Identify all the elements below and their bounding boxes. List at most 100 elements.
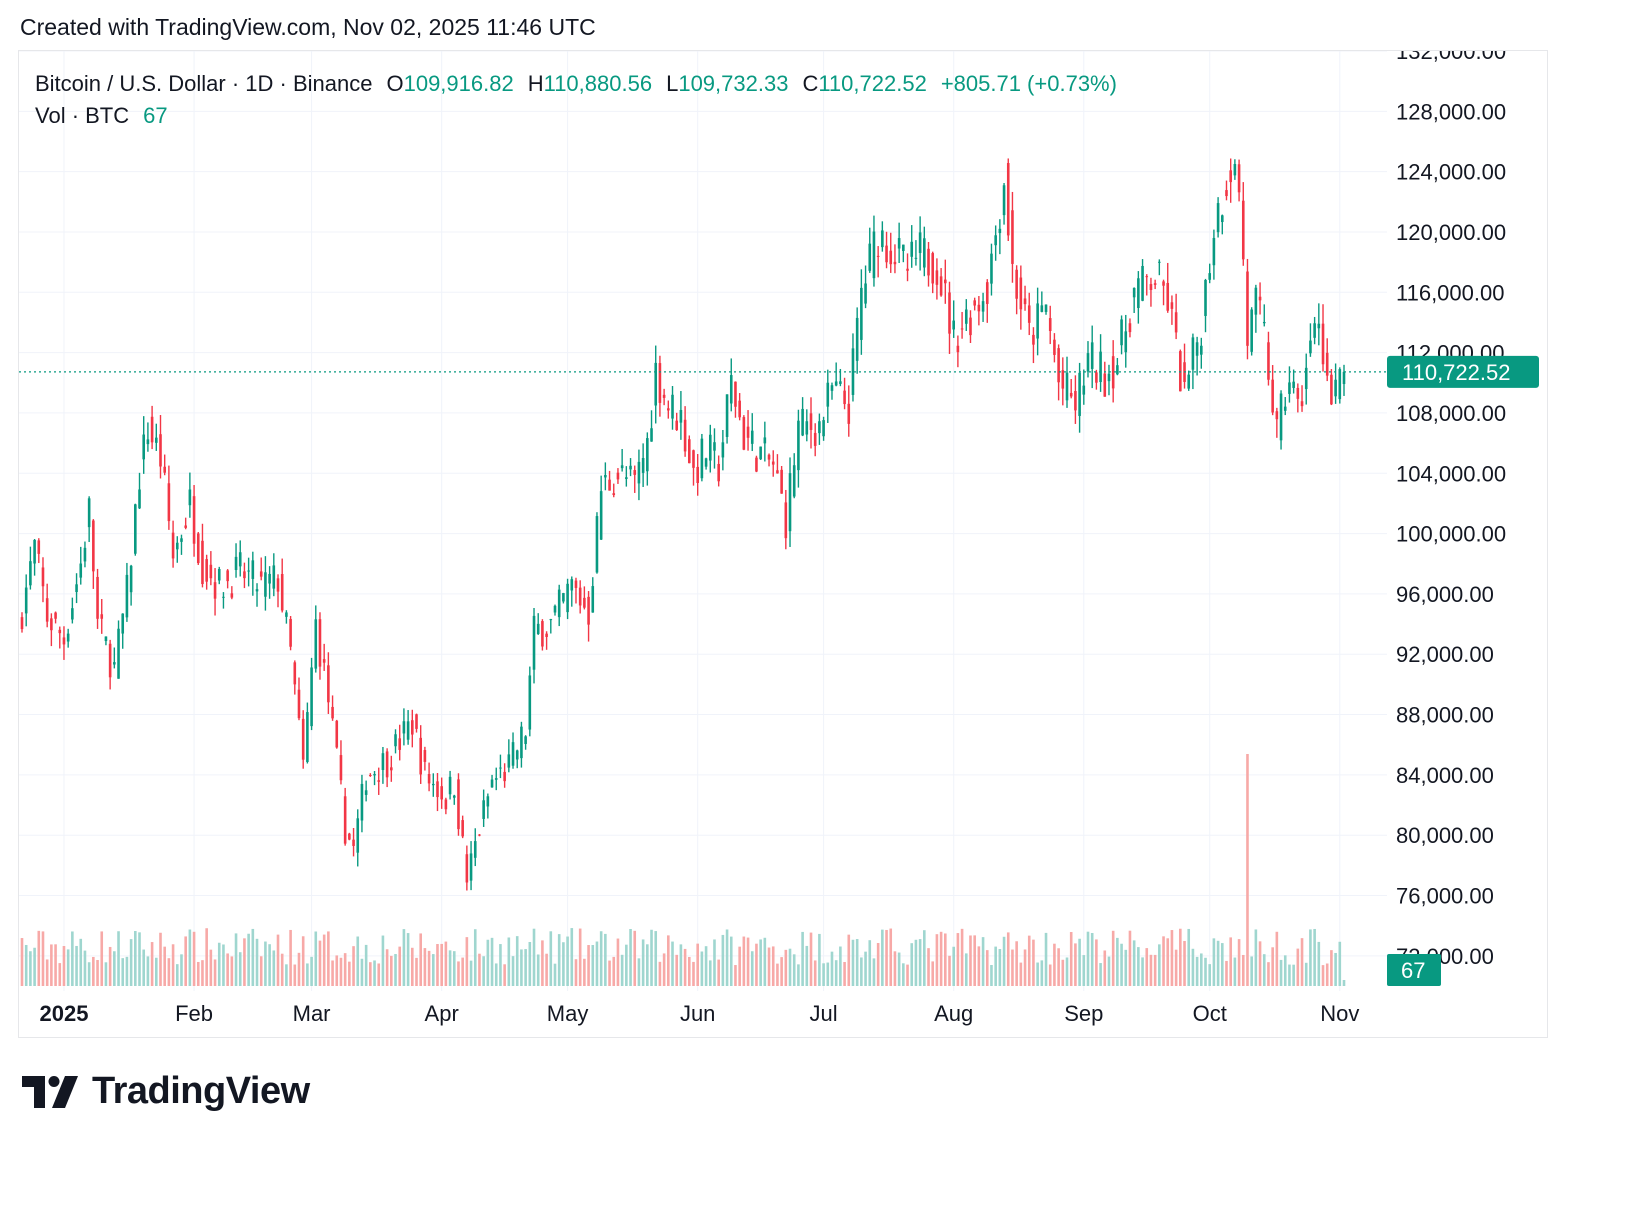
volume-bar — [847, 934, 851, 986]
candle-body — [1325, 352, 1329, 376]
volume-bar — [293, 964, 297, 986]
volume-bar — [217, 942, 221, 986]
volume-bar — [914, 939, 918, 986]
volume-bar — [1015, 941, 1018, 986]
volume-bar — [604, 933, 607, 986]
volume-bar — [696, 943, 699, 986]
volume-bar — [1183, 940, 1186, 986]
candle-body — [738, 400, 741, 418]
candle-body — [834, 381, 838, 386]
volume-bar — [238, 952, 242, 986]
volume-bar — [549, 931, 553, 986]
volume-bar — [1103, 950, 1107, 986]
volume-bar — [994, 946, 997, 986]
candle-body — [692, 450, 695, 468]
candle-body — [1275, 411, 1279, 420]
volume-bar — [1065, 957, 1069, 986]
volume-bar — [1342, 980, 1346, 986]
candle-body — [297, 689, 301, 719]
candle-body — [1179, 351, 1182, 392]
x-tick-label: Jul — [810, 1001, 838, 1026]
x-tick-label: Sep — [1064, 1001, 1103, 1026]
volume-bar — [944, 933, 947, 986]
volume-bar — [738, 946, 741, 986]
candle-body — [448, 776, 452, 795]
candle-body — [696, 466, 699, 484]
volume-bar — [251, 928, 255, 986]
candle-body — [1044, 304, 1048, 312]
candle-body — [801, 408, 804, 436]
volume-bar — [1048, 964, 1052, 986]
volume-bar — [1023, 949, 1027, 986]
volume-bar — [1141, 957, 1144, 986]
volume-bar — [473, 929, 477, 986]
volume-bar — [860, 957, 863, 986]
candle-body — [1057, 348, 1060, 383]
candle-body — [33, 539, 36, 564]
candle-body — [1216, 203, 1220, 233]
volume-bar — [348, 961, 351, 986]
candle-body — [234, 556, 238, 571]
volume-bar — [1044, 932, 1048, 986]
volume-bar — [902, 963, 905, 986]
candle-body — [557, 589, 561, 618]
candle-body — [1158, 261, 1161, 263]
candle-body — [918, 232, 922, 253]
volume-bar — [998, 949, 1002, 986]
candle-body — [373, 774, 376, 776]
volume-bar — [1279, 959, 1283, 986]
volume-bar — [1275, 931, 1279, 986]
volume-bar — [171, 944, 175, 986]
candle-body — [1099, 351, 1102, 383]
volume-bar — [855, 939, 859, 986]
candle-body — [604, 474, 607, 478]
volume-bar — [931, 961, 935, 986]
volume-bar — [717, 959, 720, 986]
volume-bar — [37, 930, 41, 986]
candle-body — [520, 726, 523, 759]
volume-bar — [499, 944, 502, 986]
candle-body — [998, 228, 1002, 234]
legend-volume-label[interactable]: Vol · BTC — [35, 103, 130, 128]
candle-body — [104, 636, 108, 642]
candle-body — [1086, 353, 1090, 372]
volume-bar — [1095, 939, 1098, 986]
candle-body — [201, 540, 204, 585]
volume-bar — [1325, 963, 1329, 986]
legend-symbol[interactable]: Bitcoin / U.S. Dollar · 1D · Binance — [35, 71, 373, 96]
candle-body — [1338, 369, 1342, 400]
candle-body — [671, 394, 674, 419]
candle-body — [750, 430, 754, 444]
volume-bar — [822, 963, 825, 986]
candle-body — [587, 596, 590, 625]
candle-body — [1137, 278, 1140, 308]
volume-bar — [1246, 754, 1249, 986]
candle-body — [259, 571, 263, 577]
volume-bar — [318, 940, 322, 986]
volume-bar — [788, 948, 792, 986]
volume-bar — [431, 954, 435, 986]
candle-body — [1090, 342, 1094, 369]
chart-pane[interactable]: 72,000.00 76,000.00 80,000.00 84,000.00 88,0… — [18, 50, 1548, 1038]
candle-body — [767, 454, 771, 460]
candle-body — [662, 394, 666, 398]
price-chart[interactable]: 72,000.0076,000.0080,000.0084,000.0088,0… — [19, 51, 1548, 1038]
volume-bar — [20, 938, 24, 986]
volume-bar — [268, 944, 271, 986]
volume-bar — [595, 941, 599, 986]
candle-body — [818, 421, 821, 434]
candle-body — [1220, 215, 1224, 223]
candle-body — [1069, 392, 1073, 397]
candle-body — [826, 382, 830, 407]
candle-body — [482, 800, 485, 819]
volume-bar — [935, 934, 939, 986]
volume-bar — [650, 929, 653, 986]
candle-body — [1040, 305, 1044, 312]
volume-bar — [889, 928, 893, 986]
volume-bar — [809, 932, 813, 986]
volume-bar — [419, 933, 422, 986]
candle-body — [289, 618, 292, 647]
y-tick-label: 80,000.00 — [1396, 823, 1494, 848]
volume-bar — [1036, 962, 1039, 986]
y-tick-label: 100,000.00 — [1396, 522, 1506, 547]
